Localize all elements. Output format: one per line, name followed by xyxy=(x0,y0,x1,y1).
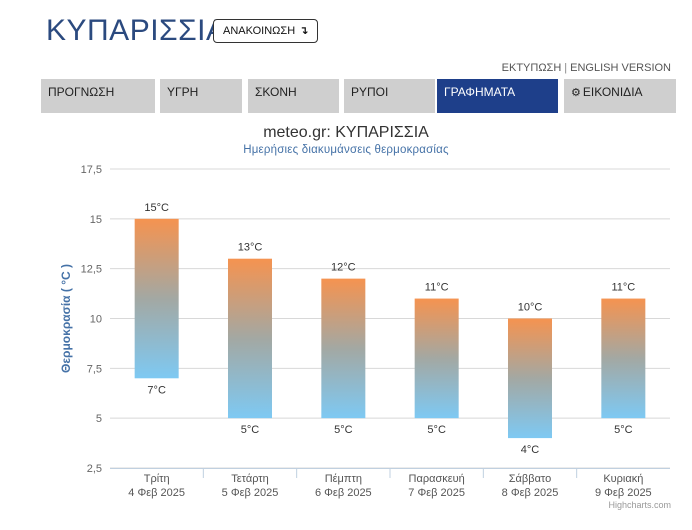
x-tick-day: Σάββατο xyxy=(509,473,551,485)
tab-label: ΣΚΟΝΗ xyxy=(255,85,297,99)
temperature-bar xyxy=(508,318,552,439)
low-temp-label: 5°C xyxy=(334,424,353,436)
temperature-bar xyxy=(601,298,646,419)
low-temp-label: 5°C xyxy=(614,424,633,436)
tab-forecast[interactable]: ΠΡΟΓΝΩΣΗ xyxy=(41,79,155,113)
low-temp-label: 4°C xyxy=(521,444,540,456)
high-temp-label: 11°C xyxy=(611,282,635,294)
gear-icon: ⚙ xyxy=(571,87,581,99)
y-axis-title: Θερμοκρασία ( °C ) xyxy=(59,264,73,373)
chart-title: meteo.gr: ΚΥΠΑΡΙΣΣΙΑ xyxy=(263,124,429,141)
low-temp-label: 5°C xyxy=(427,424,446,436)
y-tick-label: 10 xyxy=(90,314,102,326)
y-tick-label: 5 xyxy=(96,413,102,425)
high-temp-label: 12°C xyxy=(331,262,356,274)
print-link[interactable]: ΕΚΤΥΠΩΣΗ xyxy=(501,62,562,74)
low-temp-label: 5°C xyxy=(241,424,260,436)
announcement-label: ΑΝΑΚΟΙΝΩΣΗ xyxy=(223,25,296,37)
x-tick-day: Παρασκευή xyxy=(409,473,465,485)
x-tick-day: Κυριακή xyxy=(603,473,643,485)
tab-dust[interactable]: ΣΚΟΝΗ xyxy=(248,79,339,113)
temperature-bar xyxy=(414,298,459,419)
tab-humidity[interactable]: ΥΓΡΗ xyxy=(160,79,242,113)
x-tick-date: 8 Φεβ 2025 xyxy=(502,487,559,499)
tab-icons[interactable]: ⚙ ΕΙΚΟΝΙΔΙΑ xyxy=(564,79,676,113)
high-temp-label: 11°C xyxy=(425,282,449,294)
tab-label: ΕΙΚΟΝΙΔΙΑ xyxy=(582,85,643,99)
temperature-bar xyxy=(134,218,179,379)
y-tick-label: 7,5 xyxy=(87,363,102,375)
tab-label: ΓΡΑΦΗΜΑΤΑ xyxy=(444,85,516,99)
link-separator: | xyxy=(564,62,568,74)
english-version-link[interactable]: ENGLISH VERSION xyxy=(570,62,671,74)
x-tick-day: Τετάρτη xyxy=(231,473,269,485)
temperature-bar xyxy=(321,278,366,419)
x-tick-day: Πέμπτη xyxy=(325,473,362,485)
tab-label: ΡΥΠΟΙ xyxy=(351,85,389,99)
arrow-down-icon: ↴ xyxy=(299,25,309,37)
tab-charts[interactable]: ΓΡΑΦΗΜΑΤΑ xyxy=(437,79,558,113)
y-tick-label: 17,5 xyxy=(81,164,102,176)
tab-label: ΠΡΟΓΝΩΣΗ xyxy=(48,85,115,99)
x-tick-date: 4 Φεβ 2025 xyxy=(128,487,185,499)
tab-pollutants[interactable]: ΡΥΠΟΙ xyxy=(344,79,435,113)
low-temp-label: 7°C xyxy=(147,384,166,396)
high-temp-label: 15°C xyxy=(144,202,169,214)
y-tick-label: 2,5 xyxy=(87,463,102,475)
y-tick-label: 12,5 xyxy=(81,264,102,276)
x-tick-date: 7 Φεβ 2025 xyxy=(408,487,465,499)
main-nav: ΠΡΟΓΝΩΣΗ ΥΓΡΗ ΣΚΟΝΗ ΡΥΠΟΙ ΓΡΑΦΗΜΑΤΑ ⚙ ΕΙΚ… xyxy=(41,79,676,113)
tab-label: ΥΓΡΗ xyxy=(167,85,199,99)
top-links: ΕΚΤΥΠΩΣΗ | ENGLISH VERSION xyxy=(502,62,671,74)
x-tick-date: 5 Φεβ 2025 xyxy=(222,487,279,499)
chart-subtitle: Ημερήσιες διακυμάνσεις θερμοκρασίας xyxy=(243,144,449,156)
y-tick-label: 15 xyxy=(90,214,102,226)
high-temp-label: 13°C xyxy=(238,242,263,254)
x-tick-date: 9 Φεβ 2025 xyxy=(595,487,652,499)
page-title: ΚΥΠΑΡΙΣΣΙΑ xyxy=(46,14,227,47)
x-tick-day: Τρίτη xyxy=(144,473,170,485)
announcement-button[interactable]: ΑΝΑΚΟΙΝΩΣΗ ↴ xyxy=(213,19,319,43)
highcharts-credit[interactable]: Highcharts.com xyxy=(608,500,671,510)
x-tick-date: 6 Φεβ 2025 xyxy=(315,487,372,499)
temperature-bar xyxy=(228,258,272,419)
high-temp-label: 10°C xyxy=(518,302,543,314)
